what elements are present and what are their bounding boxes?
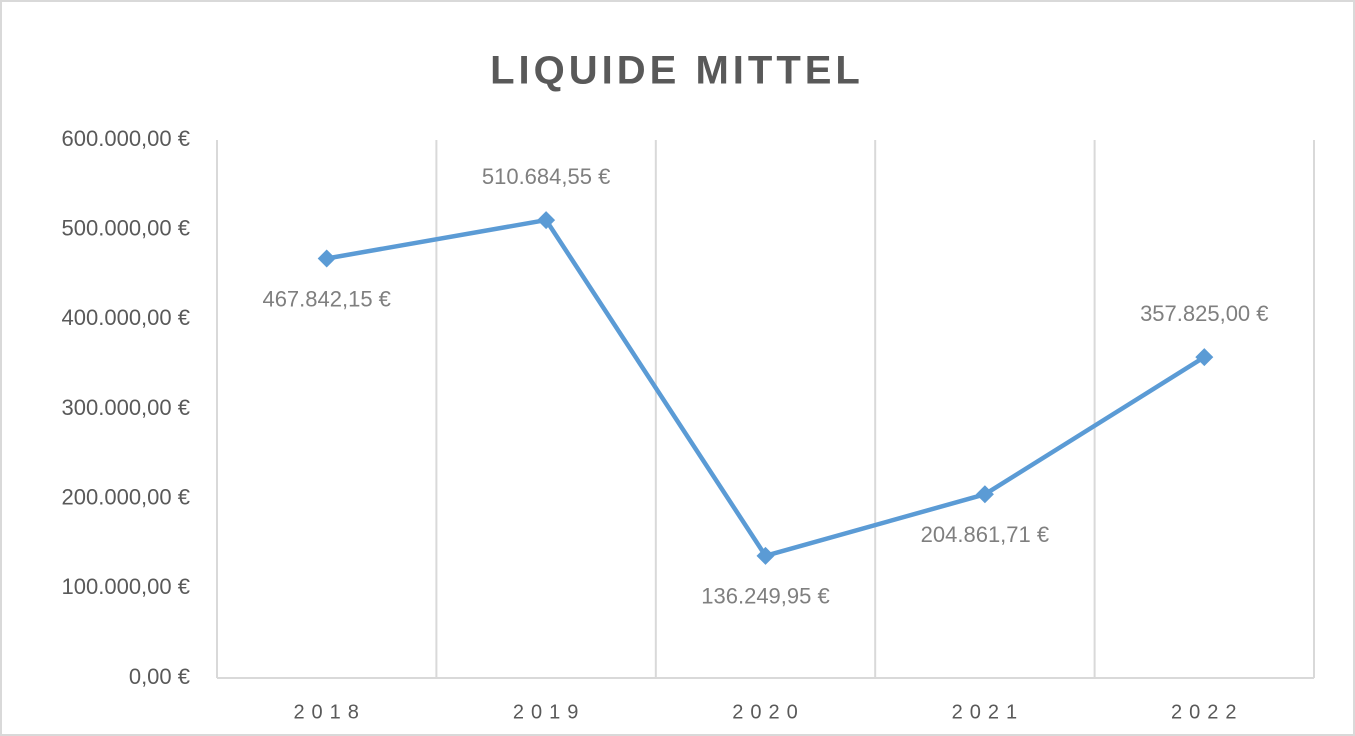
data-point: [537, 211, 556, 230]
y-tick-label: 0,00 €: [129, 664, 190, 689]
x-tick-label: 2022: [1171, 701, 1244, 723]
x-tick-label: 2021: [952, 701, 1025, 723]
y-tick-label: 500.000,00 €: [62, 215, 190, 240]
data-label: 467.842,15 €: [262, 286, 390, 311]
data-label: 357.825,00 €: [1140, 301, 1268, 326]
x-tick-label: 2020: [732, 701, 805, 723]
y-tick-label: 100.000,00 €: [62, 574, 190, 599]
chart-title: LIQUIDE MITTEL: [490, 49, 864, 93]
data-point: [756, 546, 775, 565]
y-tick-label: 400.000,00 €: [62, 305, 190, 330]
x-tick-label: 2019: [513, 701, 586, 723]
y-tick-label: 200.000,00 €: [62, 484, 190, 509]
data-label: 136.249,95 €: [701, 584, 829, 609]
x-tick-label: 2018: [293, 701, 366, 723]
data-point: [975, 485, 994, 504]
data-label: 510.684,55 €: [482, 164, 610, 189]
y-tick-label: 600.000,00 €: [62, 126, 190, 151]
data-label: 204.861,71 €: [921, 522, 1049, 547]
data-point: [317, 249, 336, 268]
y-tick-label: 300.000,00 €: [62, 395, 190, 420]
data-point: [1195, 348, 1214, 367]
